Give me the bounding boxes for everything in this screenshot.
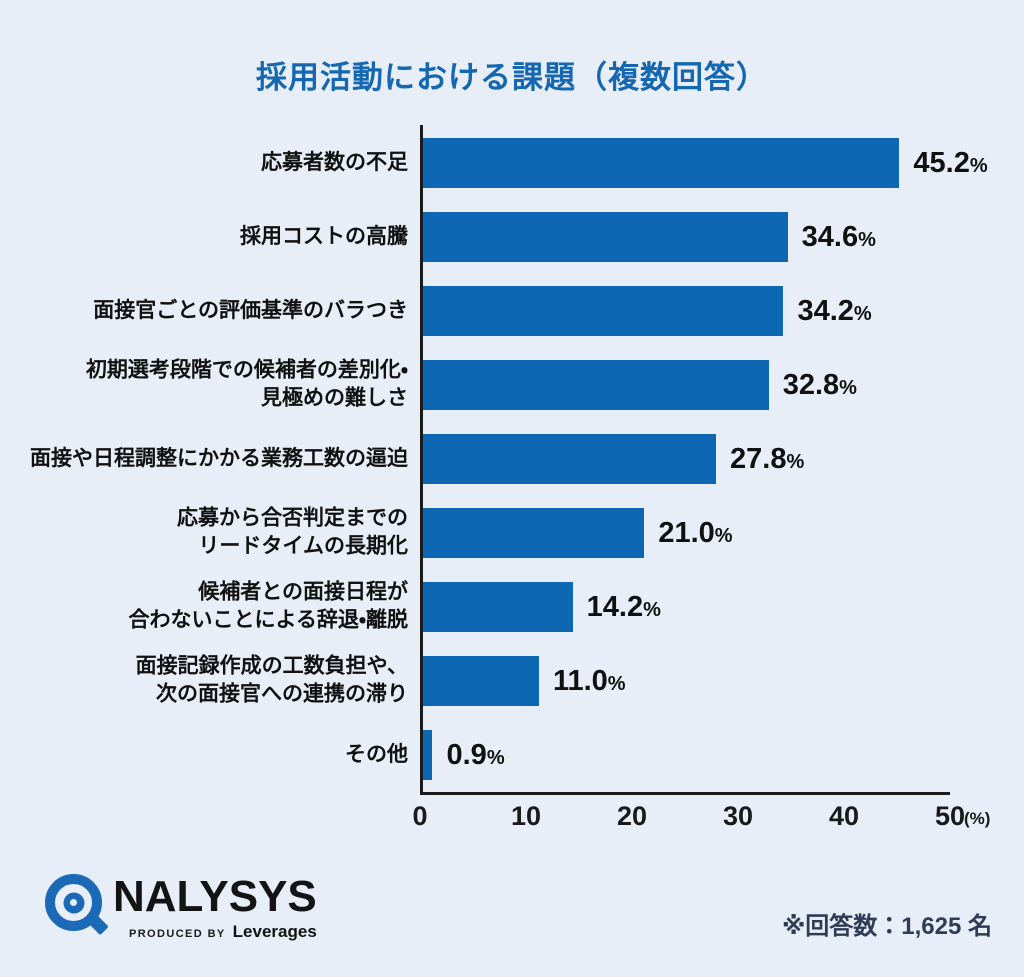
- logo-center-disc: [63, 892, 84, 913]
- bar-row: 面接記録作成の工数負担や、 次の面接官への連携の滞り 11.0%: [136, 655, 950, 706]
- x-tick: 0: [412, 801, 428, 831]
- logo-outer-ring: [45, 874, 102, 931]
- x-tick: 30: [722, 801, 754, 831]
- x-tick: 10: [510, 801, 542, 831]
- bar-row: 面接や日程調整にかかる業務工数の逼迫 27.8%: [30, 434, 950, 484]
- category-label: 候補者との面接日程が 合わないことによる辞退・離脱: [128, 580, 408, 632]
- category-label: 応募者数の不足: [261, 150, 408, 174]
- value-label: 0.9%: [446, 738, 505, 771]
- bar: [423, 434, 716, 484]
- bar-row: 採用コストの高騰 34.6%: [240, 212, 950, 262]
- x-tick: 20: [616, 801, 648, 831]
- target-scope-icon: [45, 874, 109, 936]
- bar: [423, 360, 769, 410]
- bar-row: 候補者との面接日程が 合わないことによる辞退・離脱 14.2%: [128, 581, 950, 632]
- value-label: 45.2%: [913, 146, 988, 179]
- value-label: 11.0%: [552, 664, 626, 697]
- bar: [423, 286, 784, 336]
- x-tick: 40: [828, 801, 860, 831]
- logo-tail: [85, 911, 109, 936]
- brand-text: NALYSYS PRODUCED BY Leverages: [113, 872, 317, 942]
- x-axis: (%) 0 10 20 30 40 50: [412, 801, 990, 843]
- brand-logo: NALYSYS PRODUCED BY Leverages: [45, 872, 317, 942]
- bar-row: 応募者数の不足 45.2%: [261, 138, 988, 188]
- bar-row: その他 0.9%: [345, 730, 950, 780]
- value-label: 34.2%: [797, 294, 872, 327]
- value-label: 32.8%: [782, 368, 857, 401]
- producer-name: Leverages: [232, 922, 317, 942]
- bar-row: 面接官ごとの評価基準のバラつき 34.2%: [93, 286, 950, 336]
- bar-chart-plot-area: 応募者数の不足 45.2% 採用コストの高騰 34.6% 面接官ごとの評価基準のバラつき…: [30, 125, 988, 795]
- produced-by-label: PRODUCED BY: [128, 928, 226, 941]
- bar: [423, 508, 645, 558]
- category-label: 採用コストの高騰: [240, 224, 408, 248]
- brand-subline: PRODUCED BY Leverages: [129, 922, 317, 942]
- x-axis-unit-label: (%): [964, 809, 991, 828]
- category-label: その他: [345, 742, 408, 766]
- value-label: 14.2%: [586, 590, 661, 623]
- bar-row: 初期選考段階での候補者の差別化・ 見極めの難しさ 32.8%: [86, 359, 950, 410]
- bar: [423, 656, 539, 706]
- x-tick: 50: [934, 801, 966, 831]
- value-label: 27.8%: [730, 442, 805, 475]
- bar: [423, 212, 788, 262]
- category-label: 初期選考段階での候補者の差別化・ 見極めの難しさ: [85, 358, 408, 410]
- category-label: 応募から合否判定までの リードタイムの長期化: [177, 506, 408, 558]
- logo-center-dot: [70, 899, 77, 906]
- bar: [423, 582, 573, 632]
- category-label: 面接官ごとの評価基準のバラつき: [93, 298, 408, 322]
- chart-title: 採用活動における課題（複数回答）: [256, 60, 768, 95]
- response-count-note: ※回答数：1,625 名: [781, 913, 992, 940]
- category-label: 面接記録作成の工数負担や、 次の面接官への連携の滞り: [135, 654, 408, 706]
- bar-row: 応募から合否判定までの リードタイムの長期化 21.0%: [177, 507, 950, 558]
- bar: [423, 730, 433, 780]
- value-label: 21.0%: [658, 516, 733, 549]
- bar: [423, 138, 900, 188]
- value-label: 34.6%: [801, 220, 876, 253]
- brand-name: NALYSYS: [113, 872, 317, 921]
- category-label: 面接や日程調整にかかる業務工数の逼迫: [30, 446, 408, 470]
